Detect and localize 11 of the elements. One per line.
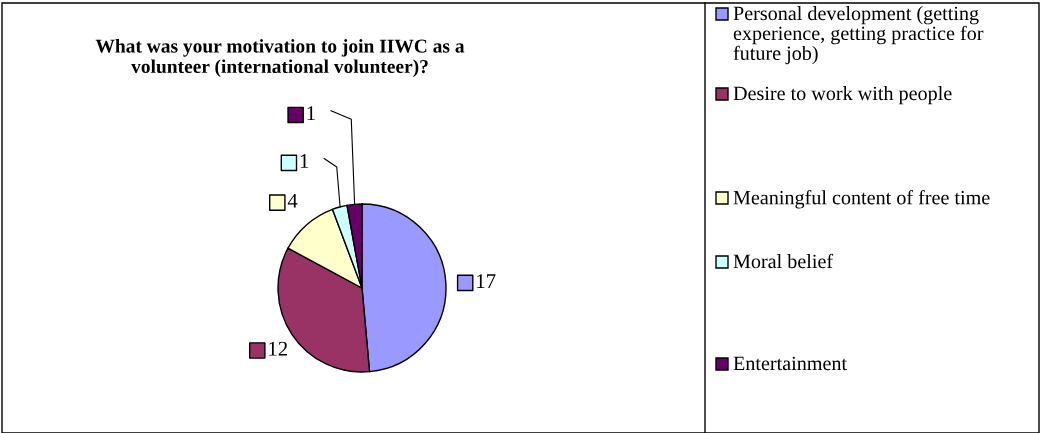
data-label: 1 bbox=[307, 106, 315, 120]
legend-label: Moral belief bbox=[733, 253, 834, 269]
legend-label: Desire to work with people bbox=[733, 86, 952, 105]
legend-label: Meaningful content of free time bbox=[733, 190, 990, 209]
data-label: 12 bbox=[269, 341, 288, 356]
legend-label: Entertainment bbox=[733, 356, 847, 371]
data-label: 1 bbox=[300, 154, 309, 168]
data-label: 17 bbox=[477, 274, 496, 288]
legend-label: Personal development (getting experience, getting practice for future job) bbox=[733, 6, 984, 65]
text: What was your motivation to join IIWC as a volunteer (international volunteer)? bbox=[95, 38, 465, 78]
data-label: 4 bbox=[287, 193, 298, 208]
